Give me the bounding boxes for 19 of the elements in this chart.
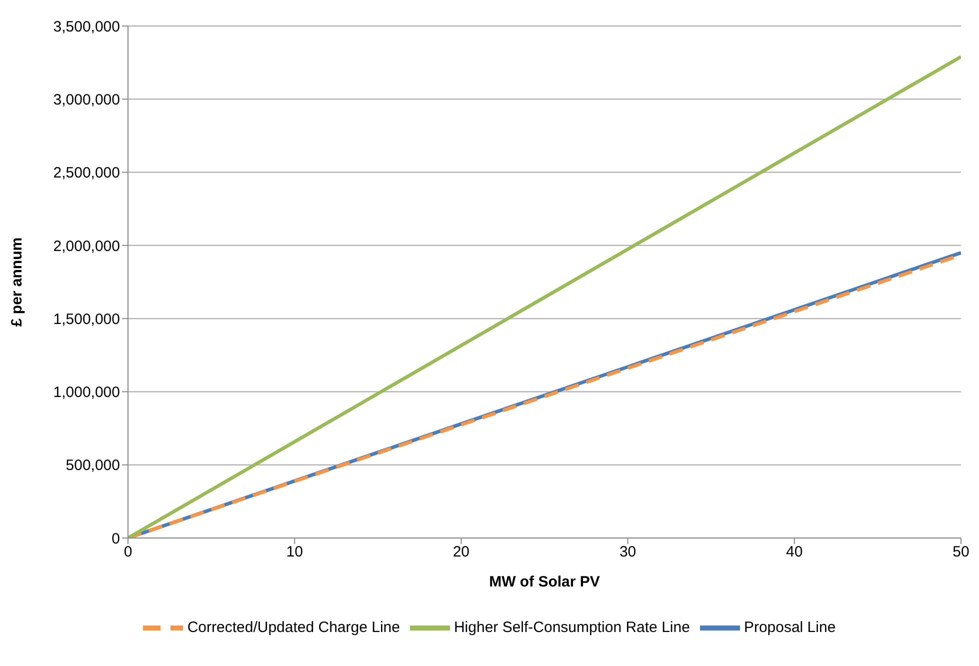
y-tick-label: 1,000,000 [53,384,120,402]
y-tick-label: 500,000 [66,457,120,474]
x-tick-label: 0 [124,544,132,561]
y-tick-label: 3,500,000 [53,18,120,36]
y-axis-title: £ per annum [8,237,26,327]
legend-label: Proposal Line [744,618,836,636]
y-tick-label: 1,500,000 [53,310,120,328]
y-tick-label: 3,000,000 [53,91,120,108]
legend-label: Corrected/Updated Charge Line [187,618,400,636]
y-tick-label: 2,500,000 [53,164,120,182]
x-tick-label: 20 [452,544,470,561]
x-tick-label: 30 [619,544,636,561]
legend-label: Higher Self-Consumption Rate Line [454,618,690,636]
x-tick-label: 10 [286,544,303,561]
x-axis-title: MW of Solar PV [489,574,600,591]
y-tick-label: 2,000,000 [53,238,120,255]
y-tick-label: 0 [112,530,120,548]
x-tick-label: 40 [786,544,803,561]
x-tick-label: 50 [952,544,970,561]
